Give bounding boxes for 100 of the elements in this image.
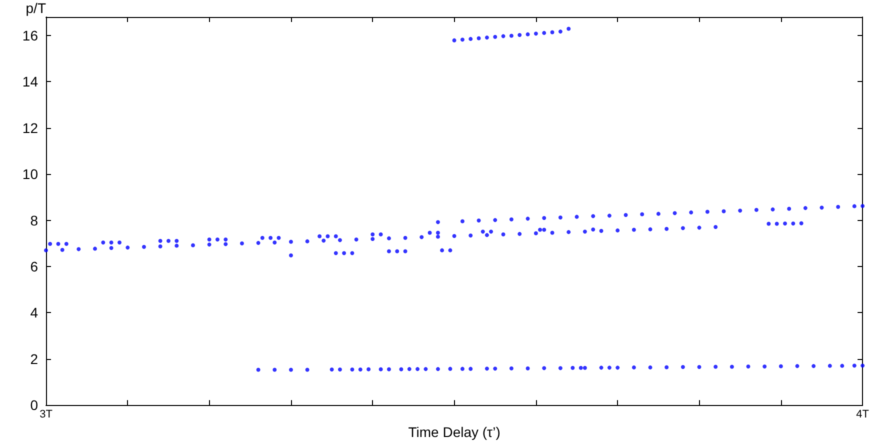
point (166, 238, 170, 243)
point (460, 38, 464, 42)
point (746, 364, 750, 369)
point (542, 228, 546, 232)
point (288, 253, 293, 258)
point (378, 232, 383, 236)
y-tick-label: 14 (22, 74, 38, 90)
point (624, 212, 628, 217)
point (632, 228, 636, 232)
point (207, 242, 212, 247)
point (799, 221, 804, 226)
point (509, 34, 514, 38)
point (599, 228, 604, 233)
point (480, 230, 485, 234)
point (509, 217, 514, 222)
point (190, 243, 195, 248)
point (386, 249, 391, 254)
point (738, 208, 742, 213)
point (550, 30, 554, 34)
point (288, 240, 293, 244)
point (350, 368, 354, 372)
point (338, 238, 342, 242)
point (436, 367, 440, 372)
point (428, 230, 432, 235)
point (493, 218, 498, 222)
point (526, 32, 530, 36)
x-axis-title: Time Delay (τ’) (408, 424, 500, 440)
point (407, 367, 412, 372)
y-tick-label: 4 (30, 304, 38, 321)
point (578, 366, 583, 370)
y-tick-label: 2 (30, 350, 38, 367)
point (534, 32, 538, 36)
point (550, 230, 554, 235)
point (276, 236, 281, 240)
point (509, 366, 514, 370)
point (493, 366, 498, 371)
point (240, 241, 244, 246)
point (484, 36, 489, 40)
point (542, 216, 546, 220)
point (256, 240, 260, 245)
point (714, 364, 718, 369)
y-tick-label: 0 (30, 397, 38, 414)
point (109, 240, 114, 244)
point (803, 206, 808, 210)
point (256, 368, 260, 372)
point (338, 368, 342, 372)
point (358, 368, 362, 372)
point (664, 365, 669, 370)
point (330, 368, 334, 372)
point (730, 364, 734, 369)
point (93, 246, 97, 251)
point (468, 234, 473, 238)
point (448, 248, 452, 252)
point (386, 367, 391, 372)
point (722, 209, 726, 214)
point (436, 230, 440, 235)
y-tick-label: 6 (30, 258, 38, 274)
point (828, 364, 832, 368)
point (648, 365, 652, 370)
point (452, 234, 456, 238)
point (518, 232, 522, 236)
point (215, 237, 220, 242)
point (778, 364, 783, 368)
point (640, 212, 644, 216)
point (174, 238, 179, 243)
point (468, 36, 473, 41)
point (272, 240, 277, 244)
y-tick-label: 10 (22, 166, 38, 182)
point (395, 249, 400, 254)
point (616, 366, 620, 370)
point (697, 364, 702, 369)
point (599, 366, 604, 370)
point (109, 246, 114, 250)
point (714, 224, 718, 229)
point (574, 214, 579, 219)
point (558, 30, 562, 34)
y-axis-title: p/T (26, 0, 46, 16)
point (334, 251, 338, 256)
point (126, 246, 130, 250)
point (436, 220, 440, 224)
point (591, 228, 596, 232)
point (366, 367, 371, 372)
point (774, 222, 779, 226)
point (416, 367, 420, 372)
point (101, 240, 106, 244)
point (207, 237, 212, 242)
point (224, 242, 228, 246)
point (680, 226, 685, 230)
point (762, 364, 767, 369)
point (501, 232, 506, 236)
point (570, 366, 575, 370)
point (158, 238, 162, 243)
point (424, 367, 428, 372)
point (484, 233, 489, 238)
point (386, 236, 391, 240)
point (318, 234, 322, 238)
point (460, 219, 464, 224)
point (860, 204, 865, 208)
point (440, 248, 444, 252)
point (607, 366, 612, 370)
